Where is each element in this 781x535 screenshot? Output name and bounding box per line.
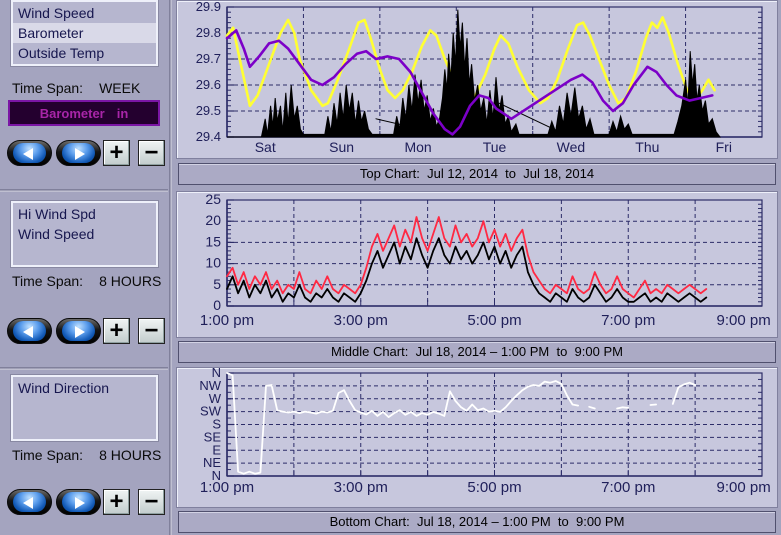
svg-text:29.9: 29.9 (196, 1, 221, 14)
top-chart: 29.9 29.8 29.7 29.6 29.5 29.4 Sat Sun Mon Tue Wed T… (196, 1, 763, 155)
bottom-back-button[interactable] (7, 489, 52, 515)
top-chart-nav: + − (0, 140, 173, 168)
svg-text:0: 0 (213, 297, 221, 313)
bottom-zoom-out-button[interactable]: − (138, 489, 165, 515)
middle-chart-caption: Middle Chart: Jul 18, 2014 – 1:00 PM to … (178, 341, 776, 363)
svg-text:3:00 pm: 3:00 pm (334, 479, 388, 496)
top-back-button[interactable] (7, 140, 52, 166)
svg-text:Mon: Mon (404, 139, 431, 155)
bottom-chart-panel: N NW W SW S SE E NE N 1:00 pm 3:00 pm 5:00 pm 7:00 p… (176, 367, 778, 508)
svg-text:SW: SW (200, 404, 222, 419)
svg-text:29.6: 29.6 (196, 77, 221, 92)
section-divider (0, 367, 168, 370)
middle-forward-button[interactable] (56, 318, 101, 344)
middle-zoom-in-button[interactable]: + (103, 318, 130, 344)
svg-text:Wed: Wed (557, 139, 586, 155)
svg-text:10: 10 (205, 255, 221, 271)
forward-icon (75, 497, 85, 509)
time-span-value: 8 HOURS (99, 273, 162, 289)
plus-icon: + (109, 317, 124, 344)
top-forward-button[interactable] (56, 140, 101, 166)
banner-unit: in (116, 105, 129, 121)
middle-back-button[interactable] (7, 318, 52, 344)
svg-text:NE: NE (203, 455, 221, 470)
svg-text:20: 20 (205, 212, 221, 228)
bottom-time-span: Time Span: 8 HOURS (12, 447, 161, 463)
top-zoom-in-button[interactable]: + (103, 140, 130, 166)
bottom-forward-button[interactable] (56, 489, 101, 515)
svg-text:N: N (212, 368, 221, 380)
svg-text:SE: SE (204, 429, 222, 444)
svg-text:29.4: 29.4 (196, 129, 221, 144)
middle-zoom-out-button[interactable]: − (138, 318, 165, 344)
plus-icon: + (109, 488, 124, 515)
svg-text:3:00 pm: 3:00 pm (334, 312, 388, 329)
list-item-barometer[interactable]: Barometer (13, 23, 156, 43)
svg-text:W: W (209, 391, 222, 406)
svg-text:N: N (212, 468, 221, 483)
time-span-value: WEEK (99, 80, 141, 96)
bottom-zoom-in-button[interactable]: + (103, 489, 130, 515)
forward-icon (75, 326, 85, 338)
svg-text:Fri: Fri (716, 139, 732, 155)
middle-chart-panel: 25 20 15 10 5 0 1:00 pm 3:00 pm 5:00 pm 7:00 pm 9:… (176, 191, 778, 338)
bottom-chart-caption: Bottom Chart: Jul 18, 2014 – 1:00 PM to … (178, 511, 776, 533)
selected-series-banner: Barometer in (8, 100, 160, 126)
middle-time-span: Time Span: 8 HOURS (12, 273, 161, 289)
top-chart-panel: 29.9 29.8 29.7 29.6 29.5 29.4 Sat Sun Mon Tue Wed T… (176, 0, 778, 159)
svg-text:1:00 pm: 1:00 pm (200, 479, 254, 496)
svg-text:9:00 pm: 9:00 pm (716, 312, 770, 329)
minus-icon: − (144, 317, 159, 344)
list-item-hi-wind-spd[interactable]: Hi Wind Spd (18, 206, 96, 222)
time-span-label: Time Span: (12, 80, 84, 96)
column-divider (169, 0, 172, 535)
plus-icon: + (109, 139, 124, 166)
svg-text:Sat: Sat (255, 139, 276, 155)
bottom-chart-nav: + − (0, 489, 173, 517)
minus-icon: − (144, 488, 159, 515)
svg-text:E: E (212, 442, 221, 457)
svg-text:Thu: Thu (635, 139, 659, 155)
svg-text:S: S (212, 417, 221, 432)
svg-text:1:00 pm: 1:00 pm (200, 312, 254, 329)
svg-text:29.8: 29.8 (196, 25, 221, 40)
svg-text:5: 5 (213, 276, 221, 292)
svg-text:5:00 pm: 5:00 pm (467, 312, 521, 329)
time-span-value: 8 HOURS (99, 447, 162, 463)
svg-text:9:00 pm: 9:00 pm (716, 479, 770, 496)
svg-text:15: 15 (205, 233, 221, 249)
back-icon (23, 148, 33, 160)
middle-chart-series-list[interactable]: Hi Wind Spd Wind Speed (11, 201, 158, 267)
time-span-label: Time Span: (12, 273, 84, 289)
svg-text:5:00 pm: 5:00 pm (467, 479, 521, 496)
forward-icon (75, 148, 85, 160)
top-chart-caption: Top Chart: Jul 12, 2014 to Jul 18, 2014 (178, 163, 776, 185)
list-item-outside-temp[interactable]: Outside Temp (18, 45, 105, 61)
middle-chart-nav: + − (0, 318, 173, 346)
top-chart-series-list[interactable]: Wind Speed Barometer Outside Temp (11, 0, 158, 66)
time-span-label: Time Span: (12, 447, 84, 463)
svg-text:7:00 pm: 7:00 pm (601, 312, 655, 329)
list-item-wind-speed[interactable]: Wind Speed (18, 5, 95, 21)
svg-text:25: 25 (205, 192, 221, 207)
banner-series-name: Barometer (39, 105, 105, 121)
minus-icon: − (144, 139, 159, 166)
middle-chart: 25 20 15 10 5 01:00 pm 3:00 pm 5:00 pm 7:00 pm 9:… (200, 192, 771, 329)
list-item-wind-direction[interactable]: Wind Direction (18, 380, 110, 396)
bottom-chart-series-list[interactable]: Wind Direction (11, 375, 158, 441)
section-divider (0, 189, 168, 192)
control-sidebar: Wind Speed Barometer Outside Temp Time S… (0, 0, 173, 535)
svg-text:7:00 pm: 7:00 pm (601, 479, 655, 496)
top-zoom-out-button[interactable]: − (138, 140, 165, 166)
svg-text:29.5: 29.5 (196, 103, 221, 118)
top-time-span: Time Span: WEEK (12, 80, 140, 96)
back-icon (23, 326, 33, 338)
svg-text:Tue: Tue (483, 139, 507, 155)
svg-text:NW: NW (199, 378, 221, 393)
back-icon (23, 497, 33, 509)
svg-text:Sun: Sun (329, 139, 354, 155)
svg-text:29.7: 29.7 (196, 51, 221, 66)
list-item-wind-speed[interactable]: Wind Speed (18, 226, 95, 242)
